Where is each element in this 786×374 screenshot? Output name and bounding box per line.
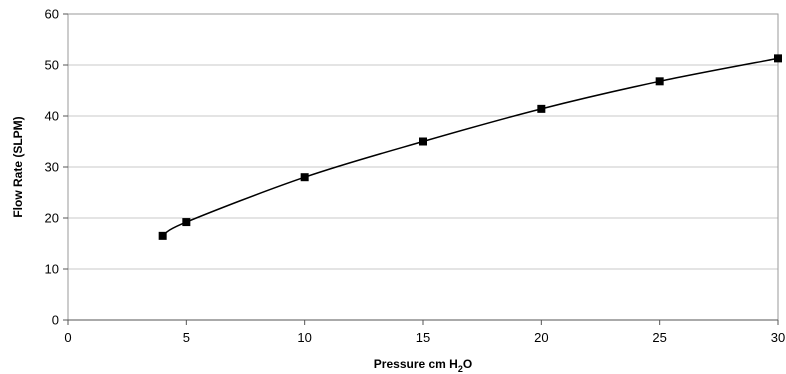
y-tick-label-60: 60: [45, 7, 59, 22]
grid-lines: [68, 64, 778, 270]
x-tick-label-0: 0: [64, 330, 71, 345]
data-point-4: [158, 231, 167, 240]
data-point-30: [774, 54, 782, 63]
data-point-25: [655, 77, 664, 86]
x-tick-label-30: 30: [771, 330, 785, 345]
x-tick-label-5: 5: [183, 330, 190, 345]
y-tick-label-10: 10: [45, 262, 59, 277]
y-axis-ticks: 0 10 20 30 40 50 60: [45, 7, 68, 328]
y-axis-title: Flow Rate (SLPM): [11, 116, 25, 217]
data-point-15: [419, 137, 427, 146]
data-point-10: [300, 173, 309, 182]
x-axis-ticks: 0 5 10 15 20 25 30: [64, 320, 785, 345]
x-tick-label-15: 15: [416, 330, 430, 345]
y-tick-label-40: 40: [45, 109, 59, 124]
y-tick-label-0: 0: [52, 313, 59, 328]
data-point-20: [537, 104, 546, 113]
x-axis-title: Pressure cm H2O: [374, 357, 472, 374]
data-point-5: [182, 218, 191, 227]
y-tick-label-30: 30: [45, 160, 59, 175]
x-tick-label-20: 20: [534, 330, 548, 345]
x-tick-label-25: 25: [652, 330, 666, 345]
x-tick-label-10: 10: [297, 330, 311, 345]
y-tick-label-20: 20: [45, 211, 59, 226]
y-tick-label-50: 50: [45, 58, 59, 73]
series-group: [158, 54, 782, 240]
